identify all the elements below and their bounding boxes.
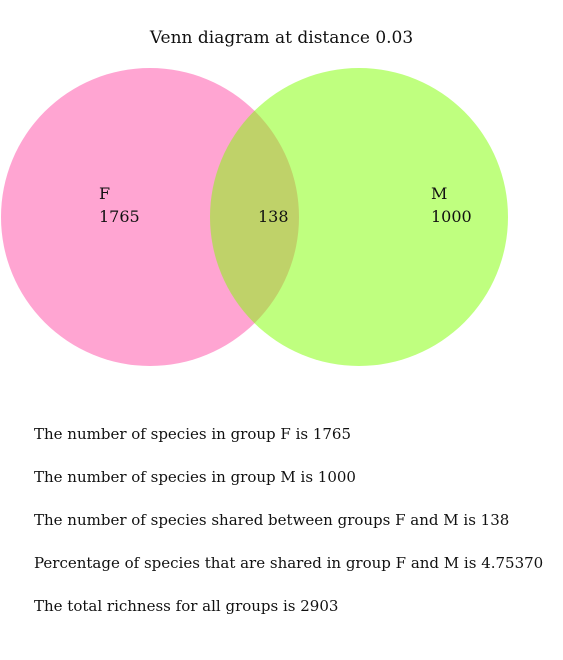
summary-line-percentage: Percentage of species that are shared in… [34,554,544,572]
summary-line-group-m: The number of species in group M is 1000 [34,468,356,486]
set-m-label: M [431,184,447,203]
set-f-count: 1765 [99,207,140,226]
venn-circle-f [1,68,299,366]
summary-line-group-f: The number of species in group F is 1765 [34,425,352,443]
summary-line-shared: The number of species shared between gro… [34,511,510,529]
summary-list: The number of species in group F is 1765… [34,424,554,639]
set-m-count: 1000 [431,207,472,226]
set-f-label: F [99,184,110,203]
venn-diagram: F 1765 138 M 1000 [1,68,508,366]
diagram-title: Venn diagram at distance 0.03 [149,28,414,48]
shared-count: 138 [258,207,289,226]
summary-line-total: The total richness for all groups is 290… [34,597,339,615]
venn-circle-m [210,68,508,366]
